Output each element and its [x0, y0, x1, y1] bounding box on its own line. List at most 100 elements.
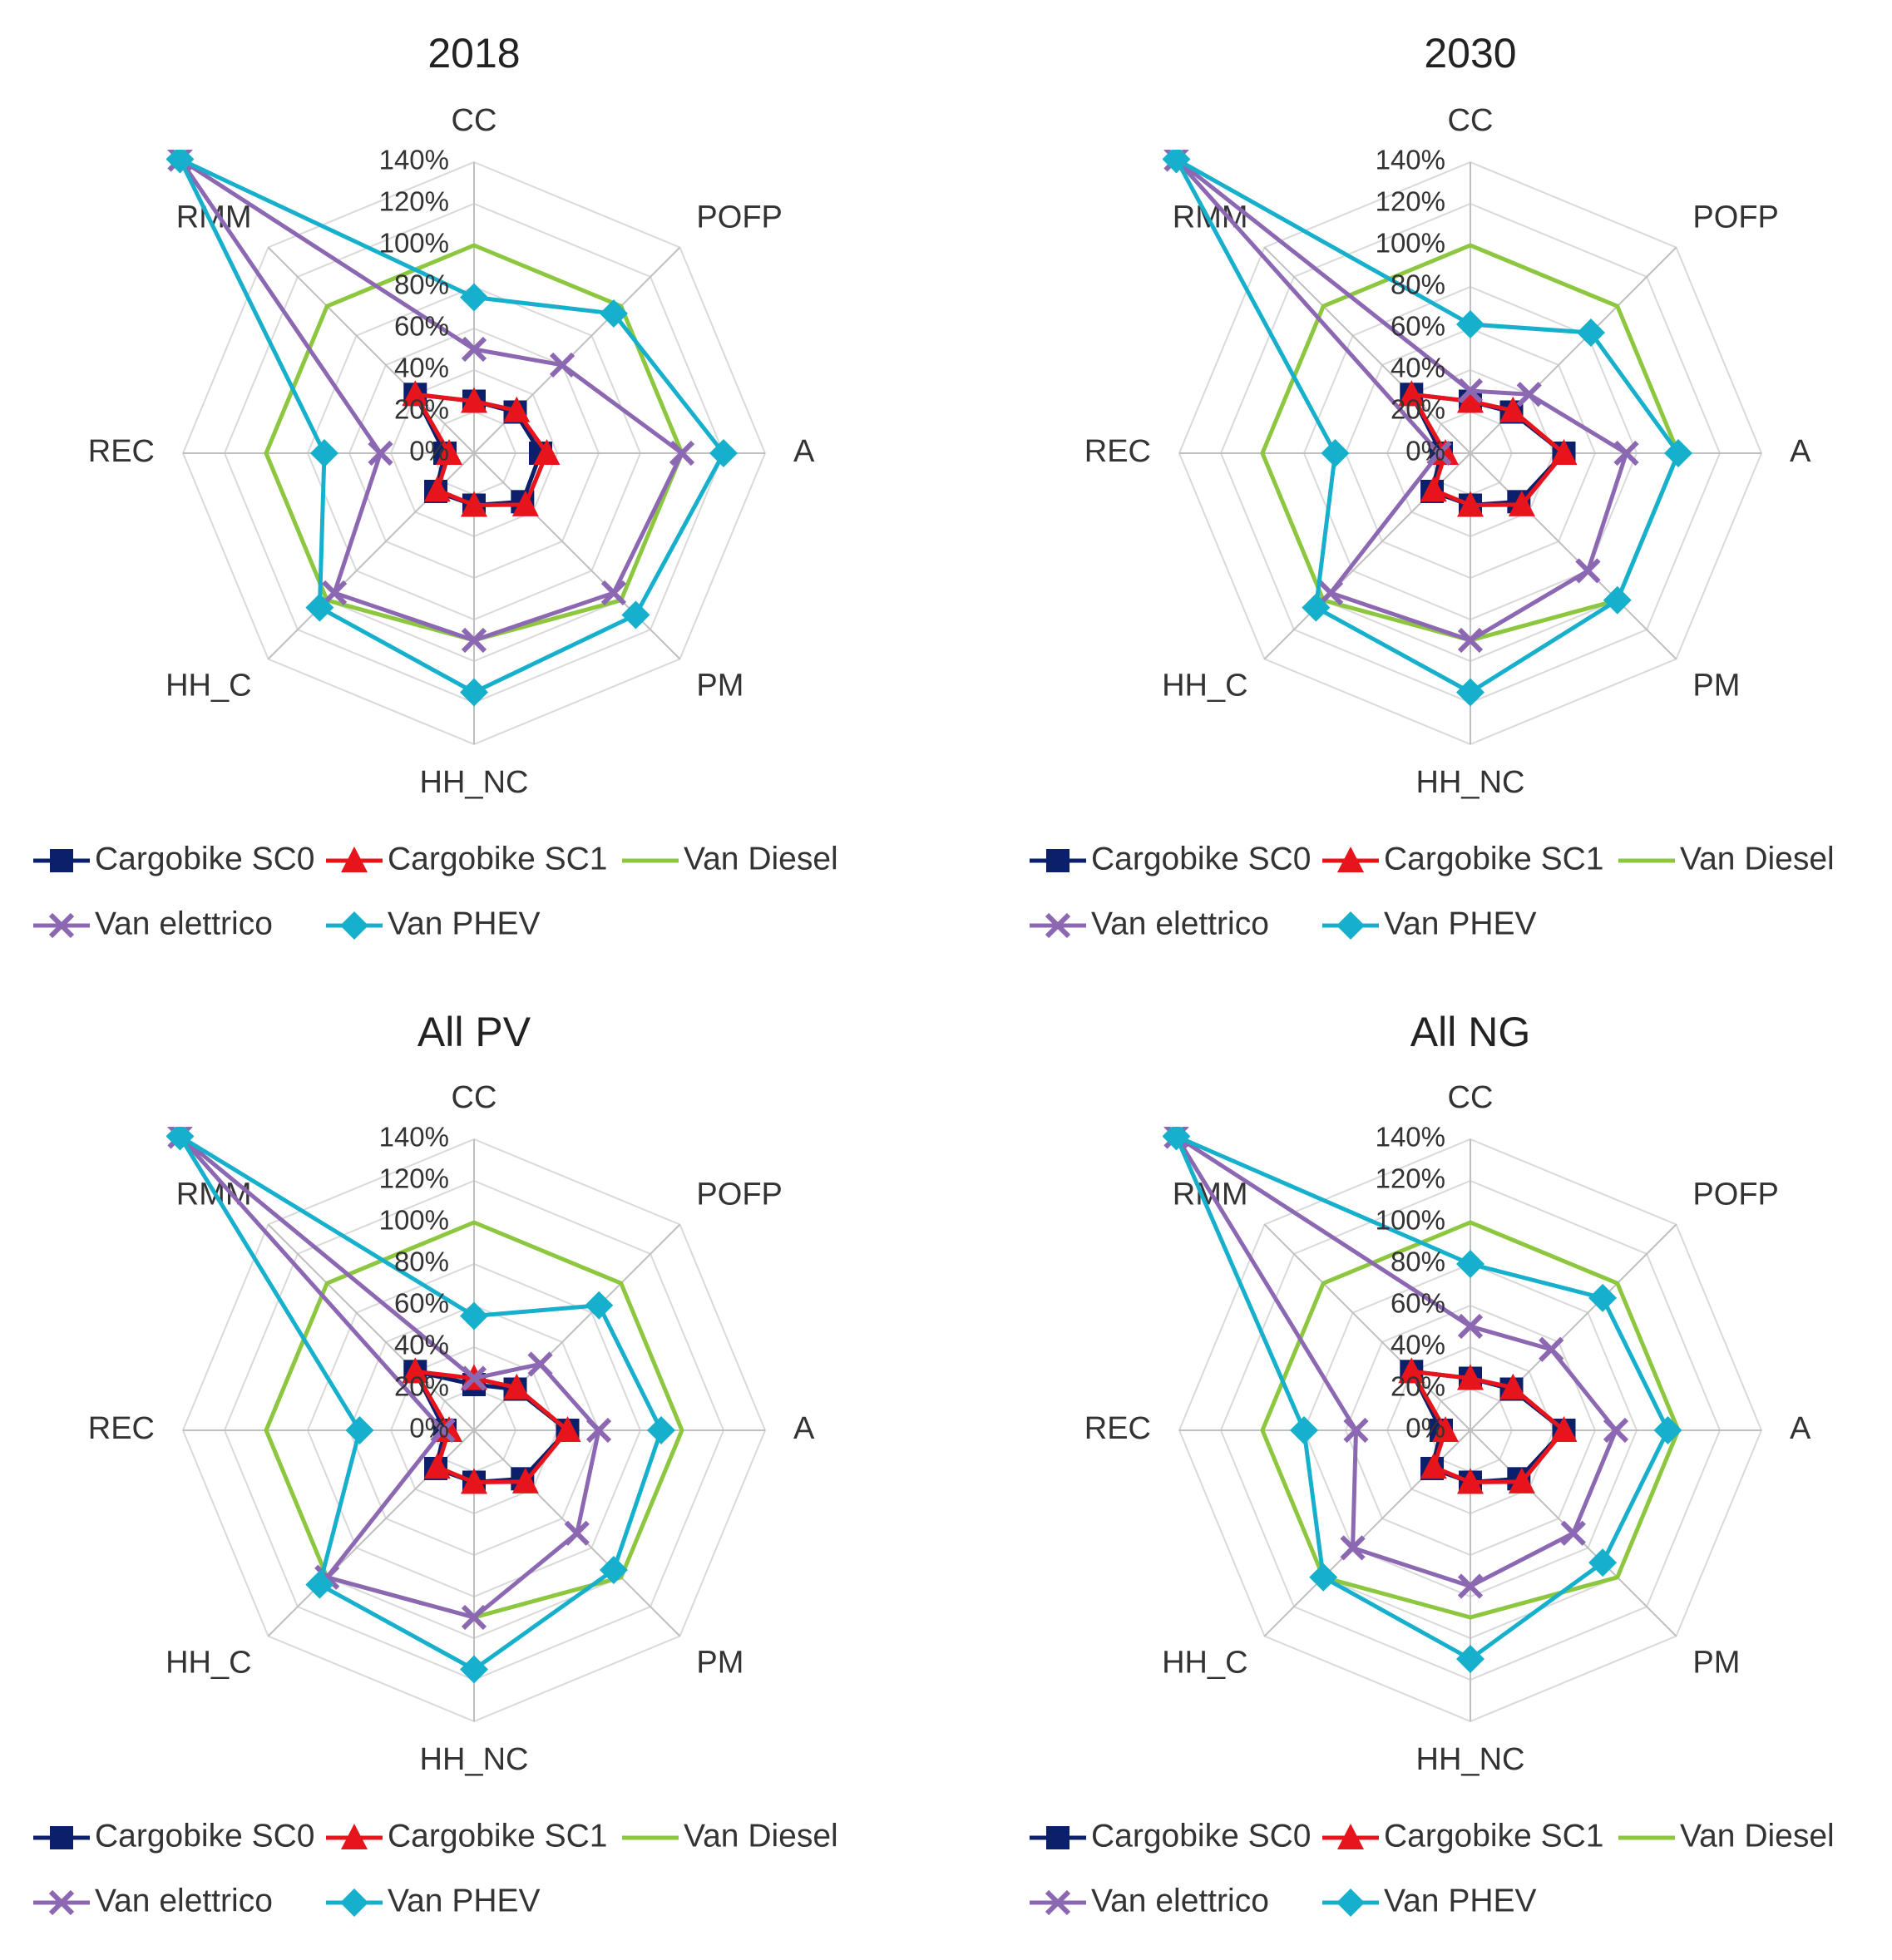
- axis-label-hh_nc: HH_NC: [1416, 765, 1525, 800]
- tick-label: 60%: [1391, 1288, 1445, 1319]
- tick-label: 120%: [379, 186, 449, 217]
- point-van-phev-a: [1664, 439, 1692, 467]
- tick-label: 100%: [379, 1205, 449, 1236]
- point-van-elettrico-hh_nc: [1457, 627, 1484, 654]
- point-van-phev-hh_nc: [460, 678, 488, 707]
- axis-spoke: [267, 246, 475, 454]
- point-cargobike-sc1-cc: [1457, 1364, 1484, 1390]
- tick-label: 0%: [409, 436, 449, 467]
- legend-label-van-elettrico: Van elettrico: [95, 1883, 273, 1918]
- point-cargobike-sc1-a: [533, 439, 561, 465]
- point-van-elettrico-hh_nc: [461, 1604, 487, 1631]
- point-cargobike-sc1-rmm: [1398, 380, 1425, 407]
- point-cargobike-sc1-hh_c: [423, 1453, 451, 1479]
- tick-label: 100%: [1376, 228, 1445, 259]
- point-cargobike-sc1-a: [554, 1416, 581, 1442]
- axis-label-hh_nc: HH_NC: [1416, 1742, 1525, 1777]
- axis-label-pofp: POFP: [696, 1177, 782, 1212]
- legend-marker-van-phev: [1336, 1888, 1365, 1917]
- axis-label-cc: CC: [452, 103, 497, 138]
- point-van-phev-cc: [1456, 1250, 1484, 1278]
- tick-label: 20%: [1391, 394, 1445, 425]
- tick-label: 80%: [394, 269, 449, 300]
- tick-label: 80%: [1391, 269, 1445, 300]
- tick-label: 120%: [1376, 1163, 1445, 1194]
- point-van-phev-rmm: [166, 1127, 195, 1151]
- point-van-phev-hh_c: [305, 593, 334, 622]
- tick-label: 140%: [1376, 145, 1445, 175]
- axis-label-pm: PM: [1692, 1645, 1740, 1680]
- point-van-phev-hh_c: [305, 1570, 334, 1599]
- point-van-elettrico-pofp: [527, 1351, 553, 1377]
- tick-label: 0%: [1405, 1413, 1445, 1444]
- point-van-phev-rec: [1290, 1416, 1318, 1444]
- point-cargobike-sc1-hh_nc: [1457, 1468, 1484, 1494]
- chart-title: All NG: [1410, 1009, 1530, 1055]
- legend-marker-cargobike-sc1: [1337, 847, 1364, 872]
- point-cargobike-sc1-pofp: [1499, 1373, 1527, 1400]
- point-van-elettrico-rec: [1426, 440, 1452, 467]
- legend-marker-cargobike-sc0: [1046, 849, 1069, 872]
- tick-label: 60%: [394, 311, 449, 342]
- axis-spoke: [267, 1223, 475, 1431]
- axis-label-hh_c: HH_C: [1162, 668, 1247, 703]
- point-cargobike-sc1-a: [1550, 1416, 1578, 1442]
- axis-label-pofp: POFP: [1692, 200, 1778, 235]
- point-van-phev-pm: [1588, 1548, 1618, 1577]
- point-van-phev-cc: [460, 283, 488, 312]
- point-van-elettrico-rec: [1343, 1417, 1369, 1444]
- legend-label-cargobike-sc1: Cargobike SC1: [1384, 841, 1603, 876]
- tick-label: 0%: [409, 1413, 449, 1444]
- point-van-elettrico-hh_nc: [1457, 1573, 1484, 1599]
- tick-label: 140%: [379, 1122, 449, 1153]
- point-van-phev-pofp: [1576, 318, 1605, 348]
- point-van-elettrico-cc: [461, 336, 487, 363]
- point-van-elettrico-cc: [1457, 378, 1484, 404]
- point-van-elettrico-pofp: [1516, 382, 1542, 407]
- point-cargobike-sc1-rec: [1432, 1416, 1459, 1442]
- legend-label-van-diesel: Van Diesel: [684, 841, 838, 876]
- axis-spoke: [1263, 1223, 1471, 1431]
- point-van-phev-hh_nc: [460, 1655, 488, 1684]
- tick-label: 20%: [394, 1371, 449, 1402]
- axis-label-cc: CC: [1448, 1080, 1494, 1115]
- axis-label-hh_nc: HH_NC: [420, 765, 529, 800]
- point-van-phev-pm: [599, 1555, 628, 1584]
- axis-label-hh_c: HH_C: [165, 1645, 251, 1680]
- point-cargobike-sc1-pofp: [503, 1373, 531, 1400]
- point-van-phev-pofp: [1588, 1283, 1618, 1312]
- tick-label: 40%: [394, 1330, 449, 1360]
- tick-label: 60%: [394, 1288, 449, 1319]
- point-van-elettrico-hh_c: [1340, 1535, 1366, 1561]
- axis-label-rec: REC: [88, 1411, 155, 1446]
- point-cargobike-sc1-pm: [511, 1467, 539, 1493]
- point-cargobike-sc1-rmm: [1398, 1357, 1425, 1384]
- axis-label-a: A: [793, 434, 815, 469]
- radar-chart-1: 2030CCPOFPAPMHH_NCHH_CRECRMM0%20%40%60%8…: [1030, 30, 1835, 941]
- tick-label: 140%: [379, 145, 449, 175]
- point-van-elettrico-cc: [461, 1365, 487, 1391]
- axis-label-pm: PM: [696, 1645, 743, 1680]
- legend-marker-cargobike-sc1: [1337, 1824, 1364, 1849]
- axis-label-hh_c: HH_C: [165, 668, 251, 703]
- axis-label-pofp: POFP: [696, 200, 782, 235]
- legend-label-van-phev: Van PHEV: [1384, 906, 1537, 941]
- point-van-phev-hh_c: [1302, 593, 1331, 622]
- point-van-phev-cc: [460, 1301, 488, 1331]
- point-van-elettrico-cc: [1457, 1313, 1484, 1340]
- point-van-phev-a: [647, 1416, 675, 1444]
- radar-chart-3: All NGCCPOFPAPMHH_NCHH_CRECRMM0%20%40%60…: [1030, 1009, 1835, 1918]
- point-cargobike-sc1-cc: [461, 387, 487, 413]
- point-cargobike-sc1-rmm: [402, 1357, 429, 1384]
- point-van-phev-rmm: [1163, 150, 1191, 174]
- legend-marker-van-phev: [340, 1888, 368, 1917]
- point-van-elettrico-hh_c: [321, 580, 348, 606]
- point-van-phev-hh_nc: [1456, 678, 1484, 707]
- point-van-phev-hh_nc: [1456, 1645, 1484, 1673]
- tick-label: 120%: [379, 1163, 449, 1194]
- tick-label: 100%: [1376, 1205, 1445, 1236]
- legend-marker-van-phev: [340, 911, 368, 940]
- axis-label-rec: REC: [1084, 434, 1151, 469]
- point-van-phev-rec: [345, 1416, 374, 1444]
